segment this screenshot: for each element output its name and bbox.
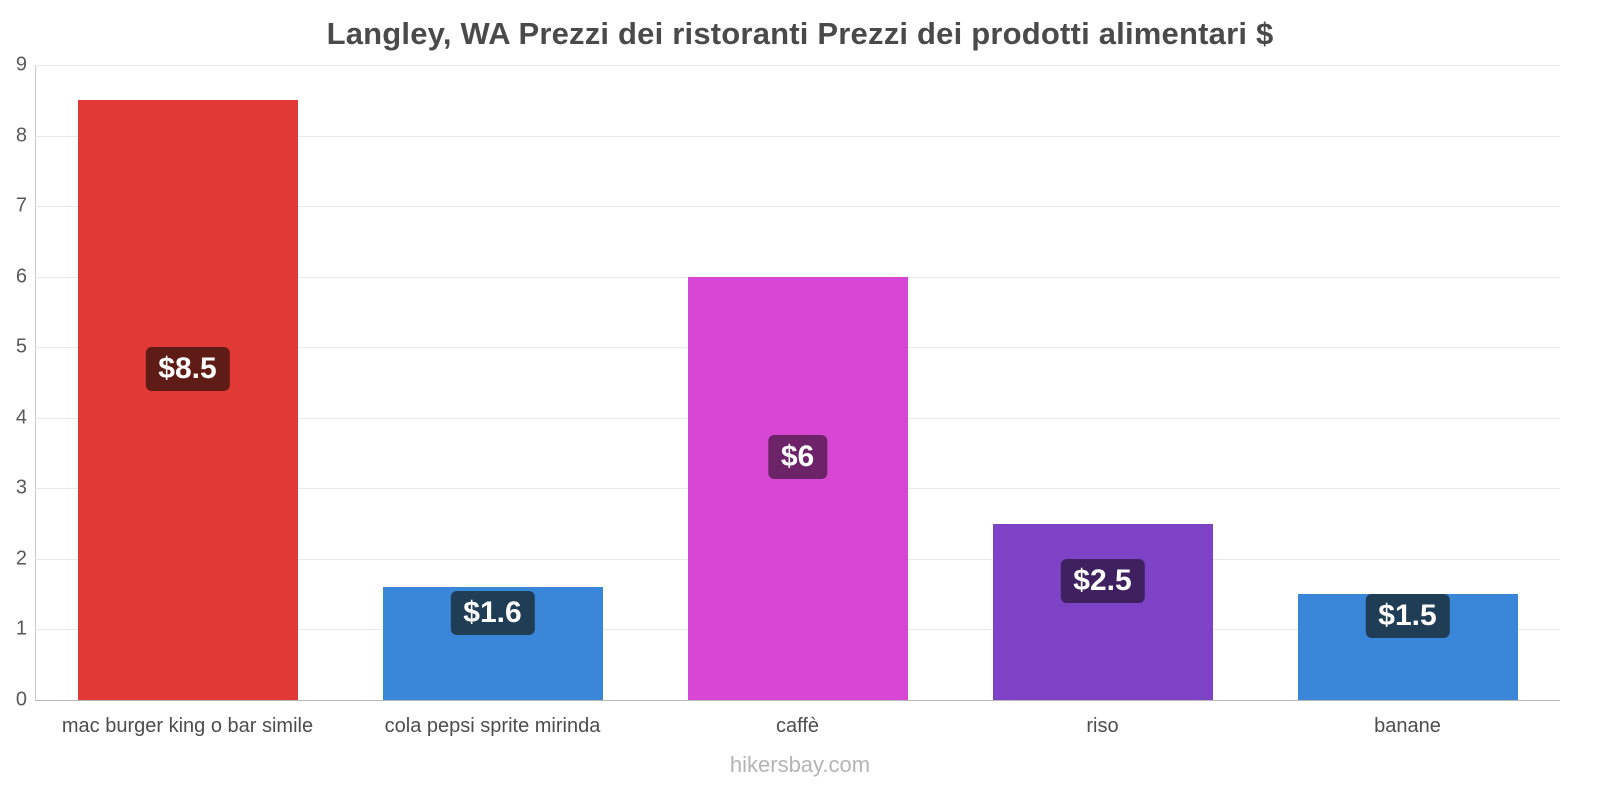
gridline	[35, 135, 1560, 137]
y-axis-tick-label: 5	[15, 335, 27, 358]
gridline	[35, 65, 1560, 66]
bar: $1.5	[1297, 594, 1518, 700]
y-axis-tick-label: 9	[15, 53, 27, 76]
x-axis-line	[35, 700, 1560, 701]
bar-value-label: $1.5	[1365, 594, 1450, 639]
y-axis-tick-label: 3	[15, 476, 27, 499]
y-axis-tick-label: 6	[15, 265, 27, 288]
watermark-text: hikersbay.com	[729, 752, 871, 777]
y-axis-tick-label: 1	[15, 617, 27, 640]
y-axis-tick-label: 2	[15, 547, 27, 570]
bar: $8.5	[77, 100, 298, 700]
y-axis-tick-label: 0	[15, 688, 27, 711]
y-axis-tick-label: 7	[15, 194, 27, 217]
plot-area: 0 1 2 3 4 5 6 7 8 9 $8.5 mac burger king o bar simi…	[16, 54, 1560, 737]
bar-value-label: $8.5	[145, 347, 230, 392]
y-axis-line	[35, 65, 36, 700]
bar: $1.6	[382, 587, 603, 700]
bar: $6	[687, 276, 908, 700]
x-axis-category-label: cola pepsi sprite mirinda	[384, 715, 601, 737]
y-axis-tick-label: 4	[15, 406, 27, 429]
x-axis-category-label: riso	[1086, 715, 1119, 737]
bar-value-label: $1.6	[450, 590, 535, 635]
x-axis-category-label: caffè	[776, 715, 819, 737]
bar-value-label: $2.5	[1060, 558, 1145, 603]
bar: $2.5	[992, 523, 1213, 700]
bar-value-label: $6	[767, 435, 828, 480]
x-axis-category-label: mac burger king o bar simile	[61, 715, 314, 737]
y-axis-tick-label: 8	[15, 124, 27, 147]
x-axis-category-label: banane	[1374, 715, 1441, 737]
gridline	[35, 206, 1560, 208]
chart-title: Langley, WA Prezzi dei ristoranti Prezzi…	[326, 16, 1274, 51]
